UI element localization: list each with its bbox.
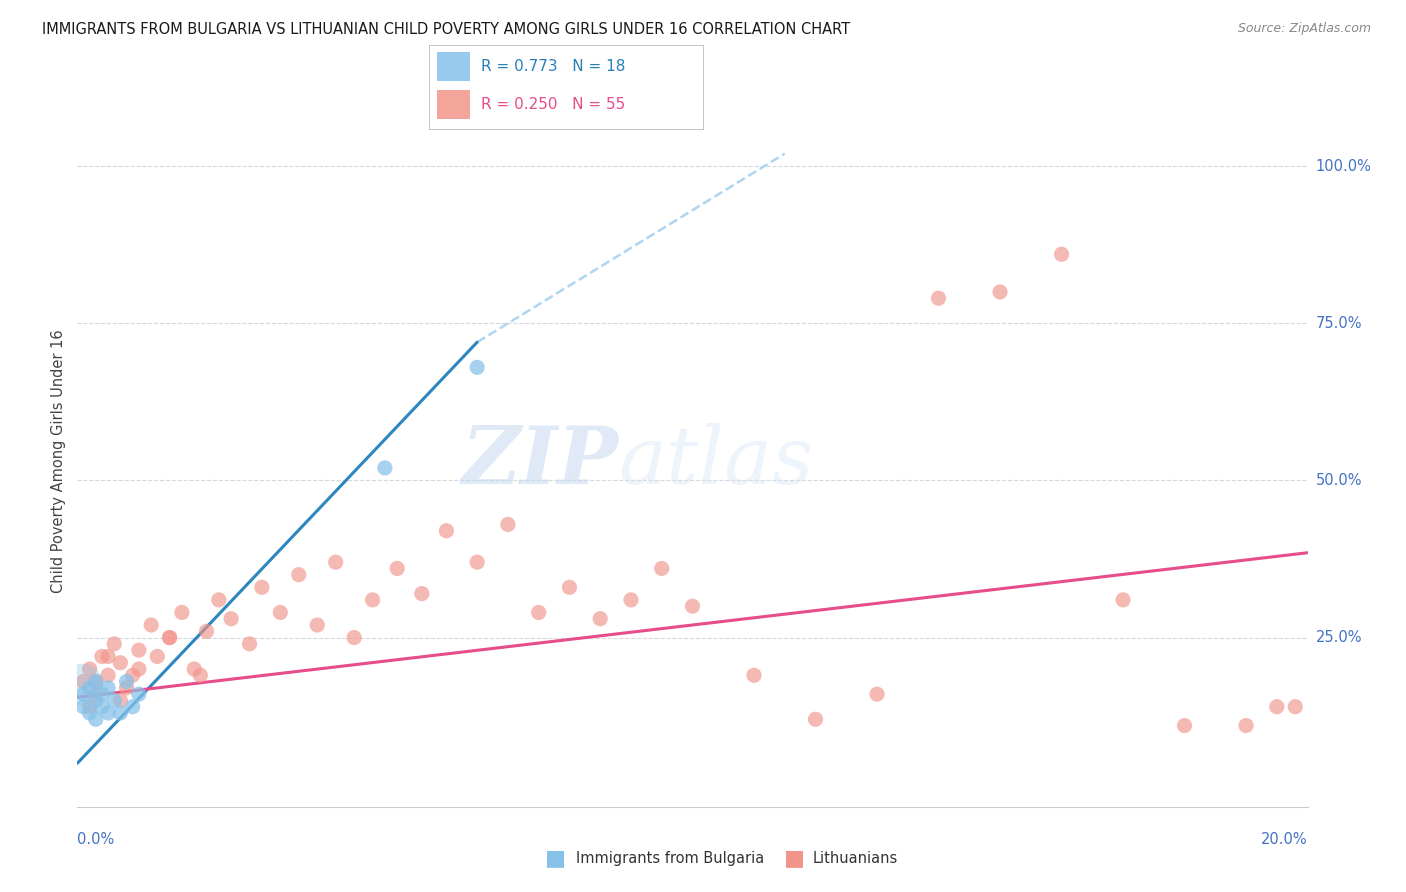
Bar [437, 90, 470, 120]
Point [1050, 247, 1073, 261]
Text: 100.0%: 100.0% [1316, 159, 1372, 174]
Point [72, 687, 94, 701]
Point [84, 693, 107, 707]
Point [103, 637, 125, 651]
Point [682, 599, 704, 614]
Point [159, 631, 181, 645]
Point [79, 662, 101, 676]
Point [79, 706, 101, 720]
Point [103, 693, 125, 707]
Point [1174, 718, 1197, 732]
Point [436, 524, 458, 538]
Point [79, 681, 101, 695]
Point [1234, 718, 1257, 732]
Point [97, 649, 120, 664]
Point [928, 291, 950, 305]
Point [527, 606, 550, 620]
Text: ZIP: ZIP [461, 423, 619, 500]
Point [115, 681, 138, 695]
Point [110, 693, 132, 707]
Point [1265, 699, 1288, 714]
Point [288, 567, 311, 582]
Point [90, 649, 114, 664]
Text: R = 0.773   N = 18: R = 0.773 N = 18 [481, 59, 626, 74]
Point [128, 662, 150, 676]
Point [188, 668, 212, 682]
Point [84, 674, 107, 689]
Point [72, 699, 94, 714]
Point [411, 586, 433, 600]
Text: Source: ZipAtlas.com: Source: ZipAtlas.com [1237, 22, 1371, 36]
Point [146, 649, 169, 664]
Point [195, 624, 218, 639]
Point [128, 643, 150, 657]
Point [79, 699, 101, 714]
Point [988, 285, 1011, 299]
Point [385, 561, 409, 575]
Point [208, 593, 231, 607]
Point [115, 674, 138, 689]
Point [325, 555, 347, 569]
Point [170, 606, 193, 620]
Text: 50.0%: 50.0% [1316, 473, 1362, 488]
Text: R = 0.250   N = 55: R = 0.250 N = 55 [481, 97, 626, 112]
Point [90, 687, 114, 701]
Point [90, 699, 114, 714]
Point [742, 668, 765, 682]
Point [70, 678, 93, 692]
Point [97, 706, 120, 720]
Point [589, 612, 612, 626]
Point [361, 593, 384, 607]
Point [250, 580, 273, 594]
Point [307, 618, 329, 632]
Text: ■: ■ [546, 848, 565, 868]
Bar [437, 53, 470, 81]
Point [121, 699, 143, 714]
Text: ■: ■ [785, 848, 804, 868]
Point [128, 687, 150, 701]
Point [1284, 699, 1306, 714]
Text: Lithuanians: Lithuanians [813, 851, 898, 865]
Text: 0.0%: 0.0% [77, 832, 114, 847]
Point [496, 517, 519, 532]
Point [620, 593, 643, 607]
Point [84, 712, 107, 726]
Text: atlas: atlas [619, 423, 814, 500]
Text: 20.0%: 20.0% [1261, 832, 1308, 847]
Text: IMMIGRANTS FROM BULGARIA VS LITHUANIAN CHILD POVERTY AMONG GIRLS UNDER 16 CORREL: IMMIGRANTS FROM BULGARIA VS LITHUANIAN C… [42, 22, 851, 37]
Text: 75.0%: 75.0% [1316, 316, 1362, 331]
Point [159, 631, 181, 645]
Point [804, 712, 827, 726]
Point [239, 637, 262, 651]
Point [374, 461, 396, 475]
Point [84, 687, 107, 701]
Point [141, 618, 163, 632]
Point [183, 662, 205, 676]
Point [97, 668, 120, 682]
Point [110, 706, 132, 720]
Point [72, 674, 94, 689]
Point [97, 681, 120, 695]
Point [121, 668, 143, 682]
Point [219, 612, 242, 626]
Point [1112, 593, 1135, 607]
Y-axis label: Child Poverty Among Girls Under 16: Child Poverty Among Girls Under 16 [51, 330, 66, 593]
Point [110, 656, 132, 670]
Point [465, 360, 488, 375]
Point [465, 555, 488, 569]
Point [651, 561, 673, 575]
Point [866, 687, 889, 701]
Point [269, 606, 291, 620]
Text: 25.0%: 25.0% [1316, 630, 1362, 645]
Point [84, 674, 107, 689]
Text: Immigrants from Bulgaria: Immigrants from Bulgaria [576, 851, 765, 865]
Point [558, 580, 581, 594]
Point [343, 631, 366, 645]
